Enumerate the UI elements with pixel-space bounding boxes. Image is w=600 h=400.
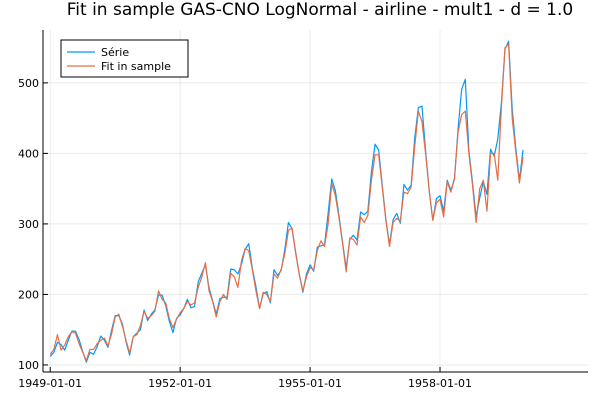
- y-tick-label: 400: [18, 147, 39, 160]
- x-tick-label: 1952-01-01: [148, 377, 212, 390]
- y-tick-label: 100: [18, 359, 39, 372]
- x-tick-label: 1958-01-01: [408, 377, 472, 390]
- series-lines: [49, 40, 524, 363]
- legend-label: Fit in sample: [101, 60, 171, 73]
- axes: 100 200 300 400 500 1949-01-01 1952-01-01 1955-…: [18, 30, 588, 390]
- y-tick-label: 300: [18, 218, 39, 231]
- legend-label: Série: [101, 46, 129, 59]
- chart-title: Fit in sample GAS-CNO LogNormal - airlin…: [67, 0, 573, 20]
- x-tick-label: 1949-01-01: [18, 377, 82, 390]
- y-tick-label: 200: [18, 288, 39, 301]
- legend-box: [60, 39, 189, 78]
- grid: [43, 30, 588, 372]
- series-line-fit-in-sample: [49, 43, 524, 362]
- series-line-serie: [49, 40, 524, 363]
- x-tick-label: 1955-01-01: [278, 377, 342, 390]
- y-tick-label: 500: [18, 77, 39, 90]
